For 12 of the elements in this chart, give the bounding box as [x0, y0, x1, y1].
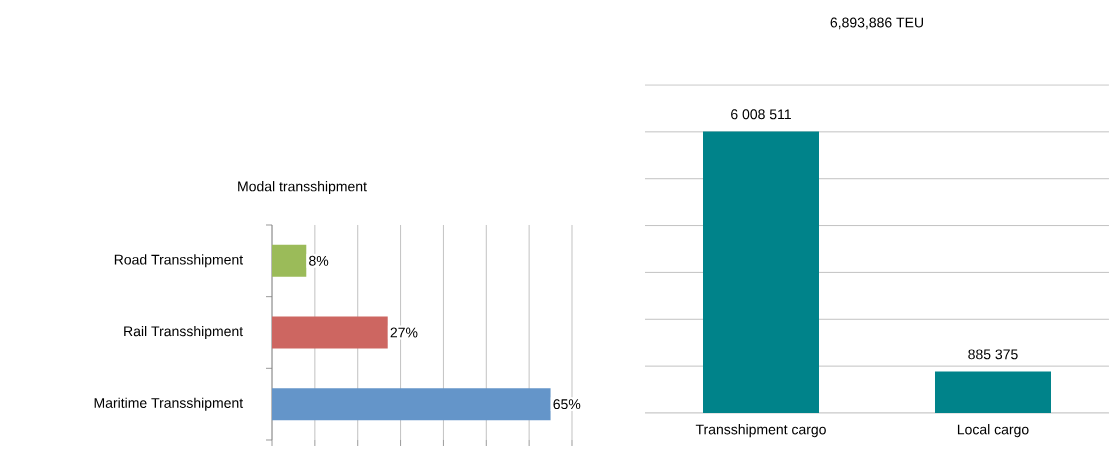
data-label: 65% [553, 399, 581, 410]
data-label: 6 008 511 [731, 109, 791, 120]
chart-title: 6,893,886 TEU [830, 17, 923, 30]
data-label: 27% [390, 327, 418, 338]
x-tick-label: Transshipment cargo [695, 424, 826, 438]
chart-title: Modal transshipment [238, 181, 367, 195]
y-tick-label: Rail Transshipment [124, 325, 244, 340]
data-label: 8% [309, 255, 329, 266]
x-tick-label: Local cargo [957, 424, 1029, 438]
data-label: 885 375 [968, 349, 1018, 360]
y-tick-label: Maritime Transshipment [94, 397, 244, 411]
y-tick-label: Road Transshipment [114, 254, 244, 268]
